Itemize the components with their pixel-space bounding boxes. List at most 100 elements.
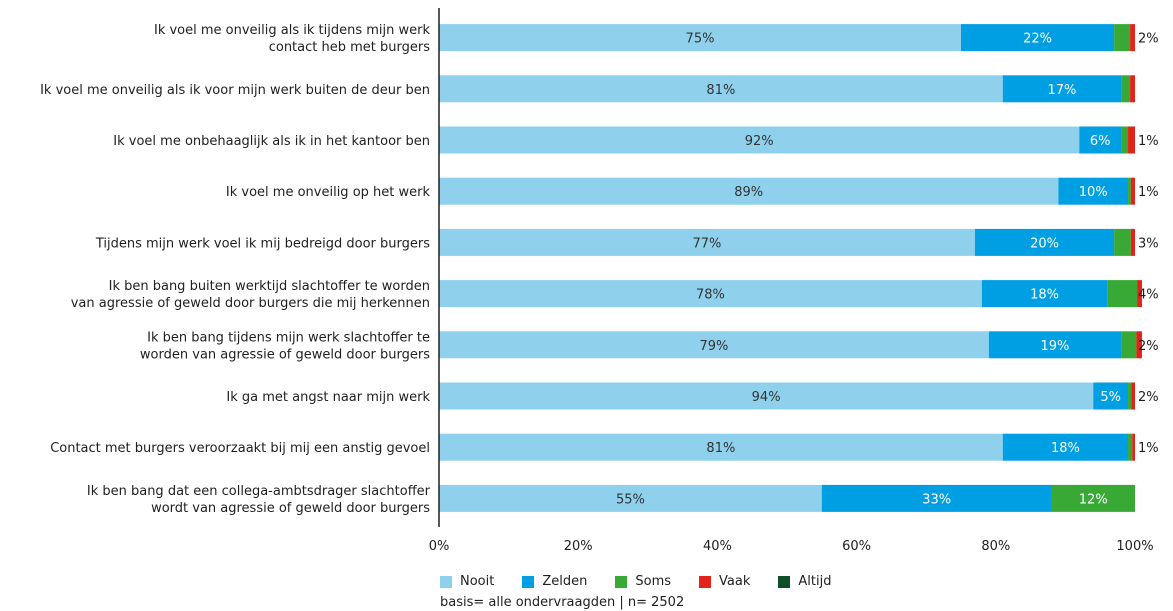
legend-item-altijd: Altijd xyxy=(778,574,831,589)
value-label: 92% xyxy=(745,134,774,149)
category-label: Ik voel me onveilig als ik voor mijn wer… xyxy=(40,83,430,98)
bar-segment-nooit xyxy=(439,331,989,359)
value-label-small: 1% xyxy=(1138,441,1159,456)
category-label: Ik voel me onveilig als ik tijdens mijn … xyxy=(154,23,430,38)
value-label: 89% xyxy=(734,185,763,200)
legend: Nooit Zelden Soms Vaak Altijd xyxy=(440,574,859,589)
bar-segment-soms xyxy=(1121,331,1137,359)
bar-segment-zelden xyxy=(981,280,1108,308)
bar-segment-zelden xyxy=(1002,75,1122,103)
bar-segment-vaak xyxy=(1130,228,1135,256)
legend-item-nooit: Nooit xyxy=(440,574,494,589)
value-label: 81% xyxy=(706,83,735,98)
value-label-small: 1% xyxy=(1138,185,1159,200)
bar-segment-soms xyxy=(1051,484,1135,512)
bar-segment-nooit xyxy=(439,280,982,308)
bar-segment-soms xyxy=(1114,228,1131,256)
bar-segment-vaak xyxy=(1130,75,1135,103)
bar-segment-zelden xyxy=(961,24,1115,52)
value-label-small: 3% xyxy=(1138,236,1159,251)
category-label: Ik voel me onbehaaglijk als ik in het ka… xyxy=(113,134,430,149)
value-label: 10% xyxy=(1079,185,1108,200)
value-label: 18% xyxy=(1030,288,1059,303)
value-label: 18% xyxy=(1051,441,1080,456)
bar-segment-nooit xyxy=(439,126,1080,154)
bar-segment-nooit xyxy=(439,75,1003,103)
value-label: 6% xyxy=(1090,134,1111,149)
bar-segment-nooit xyxy=(439,177,1059,205)
bar-segment-zelden xyxy=(1079,126,1122,154)
bar-segment-vaak xyxy=(1130,177,1135,205)
x-tick-label: 80% xyxy=(981,539,1010,554)
value-label: 78% xyxy=(696,288,725,303)
legend-item-vaak: Vaak xyxy=(699,574,750,589)
category-label: Contact met burgers veroorzaakt bij mij … xyxy=(50,441,430,456)
stacked-bar-chart: 75% 22% 2% Ik voel me onveilig als ik tijde… xyxy=(40,8,1159,554)
bar-segment-zelden xyxy=(988,331,1122,359)
value-label: 75% xyxy=(686,32,715,47)
x-tick-label: 100% xyxy=(1116,539,1153,554)
bar-segment-soms xyxy=(1114,24,1131,52)
bar-segment-vaak xyxy=(1131,382,1135,410)
value-label: 12% xyxy=(1079,492,1108,507)
bar-segment-nooit xyxy=(439,433,1003,461)
legend-label: Altijd xyxy=(798,574,832,589)
value-label-small: 4% xyxy=(1138,288,1159,303)
category-label: contact heb met burgers xyxy=(269,40,430,55)
legend-swatch xyxy=(440,575,452,588)
bar-segment-soms xyxy=(1121,126,1129,154)
legend-swatch xyxy=(699,575,712,588)
value-label: 77% xyxy=(693,236,722,251)
bar-segment-soms xyxy=(1107,280,1138,308)
legend-label: Soms xyxy=(635,574,672,589)
bar-segment-soms xyxy=(1121,75,1131,103)
value-label-small: 2% xyxy=(1138,390,1159,405)
bar-segment-vaak xyxy=(1128,126,1135,154)
value-label: 33% xyxy=(922,492,951,507)
bar-segment-soms xyxy=(1128,177,1131,205)
category-label: Tijdens mijn werk voel ik mij bedreigd d… xyxy=(95,236,430,251)
x-tick-label: 0% xyxy=(429,539,450,554)
value-label: 81% xyxy=(706,441,735,456)
value-label: 94% xyxy=(752,390,781,405)
x-tick-label: 40% xyxy=(703,539,732,554)
value-label: 19% xyxy=(1041,339,1070,354)
bar-segment-soms xyxy=(1128,433,1133,461)
bar-segment-zelden xyxy=(1058,177,1129,205)
bar-segment-vaak xyxy=(1130,24,1135,52)
category-label: worden van agressie of geweld door burge… xyxy=(140,347,430,362)
bar-segment-nooit xyxy=(439,484,822,512)
legend-item-soms: Soms xyxy=(615,574,671,589)
bar-segment-vaak xyxy=(1137,280,1142,308)
category-label: Ik ben bang buiten werktijd slachtoffer … xyxy=(109,279,430,294)
bar-segment-nooit xyxy=(439,382,1094,410)
x-tick-label: 20% xyxy=(564,539,593,554)
value-label: 55% xyxy=(616,492,645,507)
bar-segment-zelden xyxy=(1002,433,1129,461)
bar-segment-nooit xyxy=(439,24,961,52)
basis-note: basis= alle ondervraagden | n= 2502 xyxy=(440,595,685,610)
legend-swatch xyxy=(522,575,535,588)
value-label-small: 2% xyxy=(1138,339,1159,354)
category-label: van agressie of geweld door burgers die … xyxy=(71,296,430,311)
bar-segment-vaak xyxy=(1132,433,1135,461)
legend-item-zelden: Zelden xyxy=(522,574,587,589)
value-label: 17% xyxy=(1047,83,1076,98)
bar-segment-zelden xyxy=(821,484,1052,512)
value-label-small: 2% xyxy=(1138,32,1159,47)
bar-segment-soms xyxy=(1128,382,1132,410)
value-label: 5% xyxy=(1100,390,1121,405)
category-label: Ik ben bang dat een collega-ambtsdrager … xyxy=(87,484,431,499)
category-label: Ik ga met angst naar mijn werk xyxy=(226,390,430,405)
value-label: 20% xyxy=(1030,236,1059,251)
category-label: wordt van agressie of geweld door burger… xyxy=(151,501,430,516)
value-label: 79% xyxy=(699,339,728,354)
bar-segment-nooit xyxy=(439,228,975,256)
legend-swatch xyxy=(778,575,791,588)
value-label: 22% xyxy=(1023,32,1052,47)
legend-label: Vaak xyxy=(719,574,751,589)
bar-segment-zelden xyxy=(1093,382,1129,410)
category-label: Ik ben bang tijdens mijn werk slachtoffe… xyxy=(147,330,430,345)
bar-segment-zelden xyxy=(974,228,1115,256)
category-label: Ik voel me onveilig op het werk xyxy=(226,185,431,200)
